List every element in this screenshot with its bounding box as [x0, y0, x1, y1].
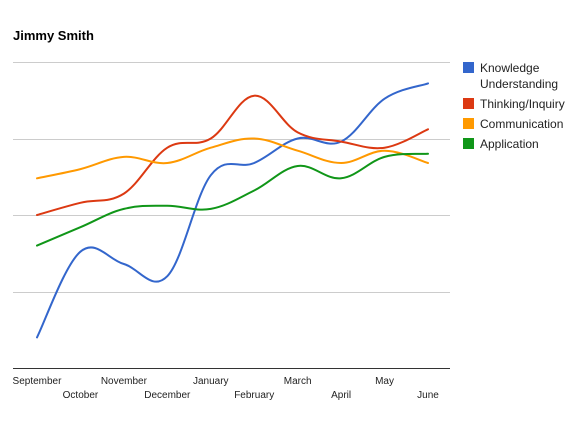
x-tick-label: December	[144, 390, 191, 401]
chart-title: Jimmy Smith	[13, 28, 94, 43]
x-tick-label: October	[63, 390, 99, 401]
legend-label: Knowledge Understanding	[480, 61, 558, 91]
legend: Knowledge Understanding Thinking/Inquiry Co…	[463, 61, 565, 151]
legend-swatch	[463, 118, 474, 129]
legend-swatch	[463, 138, 474, 149]
x-tick-label: June	[417, 390, 439, 401]
x-tick-label: March	[284, 376, 312, 387]
legend-label: Thinking/Inquiry	[480, 97, 565, 111]
series-line-3	[37, 154, 428, 246]
legend-swatch	[463, 62, 474, 73]
legend-item[interactable]: Application	[463, 137, 539, 151]
grid	[13, 63, 450, 369]
x-tick-label: September	[13, 376, 63, 387]
series-line-2	[37, 138, 428, 178]
series-lines	[37, 83, 428, 337]
legend-label: Communication	[480, 117, 563, 131]
x-tick-label: January	[193, 376, 229, 387]
x-tick-label: May	[375, 376, 394, 387]
x-tick-label: November	[101, 376, 148, 387]
legend-item[interactable]: Thinking/Inquiry	[463, 97, 565, 111]
x-tick-label: February	[234, 390, 274, 401]
legend-swatch	[463, 98, 474, 109]
legend-item[interactable]: Knowledge Understanding	[463, 61, 558, 91]
series-line-0	[37, 83, 428, 337]
x-tick-label: April	[331, 390, 351, 401]
legend-label: Application	[480, 137, 539, 151]
legend-item[interactable]: Communication	[463, 117, 563, 131]
